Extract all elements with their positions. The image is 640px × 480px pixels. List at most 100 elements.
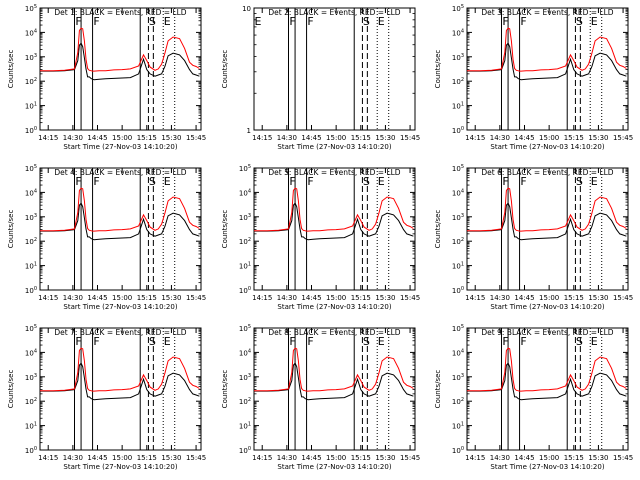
y-axis-label: Counts/sec: [221, 50, 229, 89]
x-tick-label: 15:45: [400, 294, 420, 302]
series-lld: [467, 27, 627, 72]
y-tick-label: 101: [239, 422, 251, 431]
y-tick-label: 105: [25, 324, 37, 333]
y-tick-label: 103: [452, 53, 464, 62]
y-tick-label: 103: [25, 53, 37, 62]
x-tick-label: 15:30: [588, 294, 608, 302]
y-tick-label: 105: [452, 324, 464, 333]
segment-flag: F: [307, 335, 313, 348]
segment-flag: F: [520, 335, 526, 348]
y-tick-label: 105: [239, 324, 251, 333]
x-tick-label: 15:00: [539, 134, 559, 142]
segment-flag: S: [363, 15, 370, 28]
panel-title: Det 4: BLACK = Events, RED = LLD: [54, 168, 186, 177]
panel-title: Det 8: BLACK = Events, RED = LLD: [268, 328, 400, 337]
x-tick-label: 14:30: [63, 454, 83, 462]
series-events: [467, 42, 627, 81]
x-tick-label: 14:15: [465, 134, 485, 142]
segment-flag: F: [75, 175, 81, 188]
segment-flag: F: [75, 335, 81, 348]
segment-flag: E: [591, 175, 598, 188]
y-axis-label: Counts/sec: [221, 370, 229, 409]
x-tick-label: 15:30: [161, 454, 181, 462]
x-tick-label: 14:30: [63, 294, 83, 302]
segment-flag: F: [502, 15, 508, 28]
y-tick-label: 101: [25, 422, 37, 431]
x-tick-label: 15:30: [161, 134, 181, 142]
series-events: [467, 362, 627, 401]
series-lld: [40, 27, 200, 72]
y-tick-label: 102: [452, 237, 464, 246]
y-tick-label: 102: [239, 397, 251, 406]
x-axis-label: Start Time (27-Nov-03 14:10:20): [490, 143, 604, 151]
plot-frame: [253, 167, 416, 291]
segment-flag: S: [363, 335, 370, 348]
y-tick-label: 104: [452, 28, 464, 37]
y-axis-label: Counts/sec: [434, 210, 442, 249]
x-tick-label: 15:15: [564, 294, 584, 302]
x-tick-label: 14:15: [465, 454, 485, 462]
x-tick-label: 15:45: [400, 454, 420, 462]
x-tick-label: 14:15: [38, 454, 58, 462]
y-axis-label: Counts/sec: [434, 370, 442, 409]
panel-title: Det 5: BLACK = Events, RED = LLD: [268, 168, 400, 177]
x-tick-label: 14:45: [514, 134, 534, 142]
y-tick-label: 1: [247, 127, 251, 135]
y-axis-label: Counts/sec: [434, 50, 442, 89]
y-tick-label: 104: [25, 28, 37, 37]
segment-flag: F: [289, 15, 295, 28]
x-tick-label: 14:45: [301, 454, 321, 462]
panel-det-9: Counts/sec 100 101 102 103 104 105 14:15 14:30 14…: [434, 324, 633, 471]
x-axis-label: Start Time (27-Nov-03 14:10:20): [490, 463, 604, 471]
segment-flag: E: [378, 15, 385, 28]
x-tick-label: 14:30: [63, 134, 83, 142]
x-tick-label: 15:00: [539, 294, 559, 302]
x-tick-label: 15:15: [564, 134, 584, 142]
x-tick-label: 15:30: [588, 134, 608, 142]
x-tick-label: 14:45: [87, 294, 107, 302]
x-axis-label: Start Time (27-Nov-03 14:10:20): [277, 303, 391, 311]
segment-flag: F: [307, 175, 313, 188]
x-tick-label: 15:15: [351, 454, 371, 462]
segment-flag: S: [149, 335, 156, 348]
x-tick-label: 15:00: [326, 134, 346, 142]
y-axis-label: Counts/sec: [7, 50, 15, 89]
x-tick-label: 14:30: [490, 294, 510, 302]
x-tick-label: 15:00: [112, 134, 132, 142]
y-axis-label: Counts/sec: [7, 370, 15, 409]
y-tick-label: 104: [239, 188, 251, 197]
y-tick-label: 105: [239, 164, 251, 173]
x-tick-label: 14:15: [252, 134, 272, 142]
segment-flag: S: [149, 15, 156, 28]
x-tick-label: 15:15: [137, 454, 157, 462]
panel-title: Det 7: BLACK = Events, RED = LLD: [54, 328, 186, 337]
segment-flag: F: [93, 335, 99, 348]
plot-frame: [253, 327, 416, 451]
segment-flag: E: [164, 335, 171, 348]
segment-flag: E: [378, 335, 385, 348]
y-tick-label: 103: [25, 213, 37, 222]
segment-flag: F: [93, 175, 99, 188]
x-axis-label: Start Time (27-Nov-03 14:10:20): [63, 463, 177, 471]
series-lld: [254, 347, 414, 392]
series-lld: [467, 187, 627, 232]
x-tick-label: 15:15: [137, 134, 157, 142]
series-events: [40, 202, 200, 241]
x-tick-label: 14:30: [490, 134, 510, 142]
x-tick-label: 15:30: [375, 454, 395, 462]
x-tick-label: 15:45: [186, 294, 206, 302]
x-tick-label: 15:15: [351, 134, 371, 142]
y-tick-label: 104: [452, 348, 464, 357]
x-tick-label: 15:45: [613, 134, 633, 142]
y-tick-label: 102: [452, 397, 464, 406]
series-events: [254, 202, 414, 241]
x-tick-label: 15:45: [613, 454, 633, 462]
y-tick-label: 105: [452, 164, 464, 173]
panel-det-1: Counts/sec 100 101 102 103 104 105 14:15 14:30 14…: [7, 4, 206, 151]
segment-flag: S: [576, 335, 583, 348]
series-lld: [254, 187, 414, 232]
x-tick-label: 14:15: [465, 294, 485, 302]
panel-title: Det 9: BLACK = Events, RED = LLD: [481, 328, 613, 337]
segment-flag: E: [591, 335, 598, 348]
